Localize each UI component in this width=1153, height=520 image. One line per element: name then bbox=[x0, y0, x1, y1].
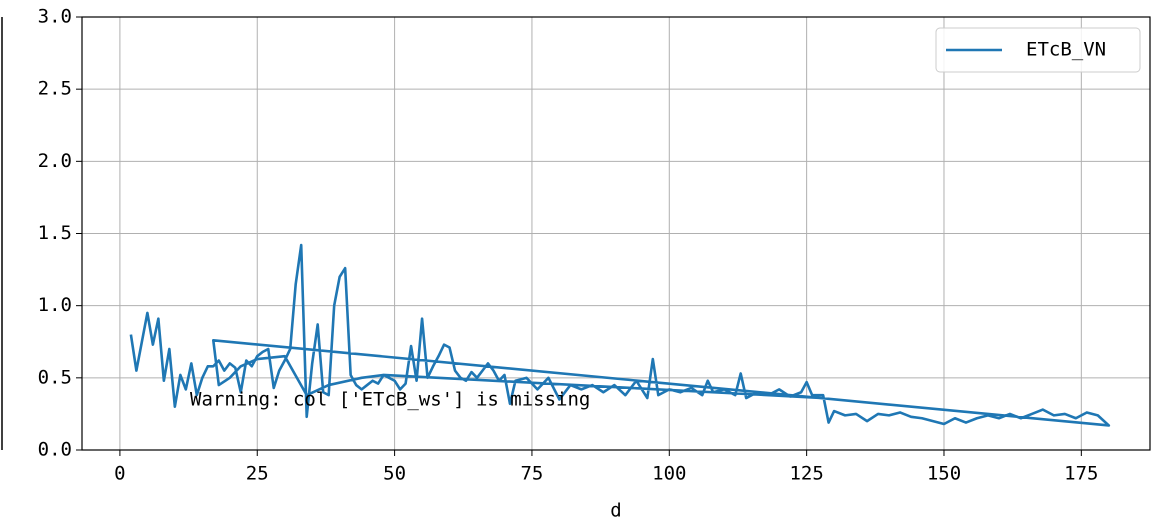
legend-label: ETcB_VN bbox=[1026, 39, 1106, 61]
x-tick-label: 100 bbox=[652, 463, 686, 485]
y-tick-label: 2.0 bbox=[38, 150, 72, 172]
plot-area bbox=[129, 243, 1111, 427]
y-tick-label: 0.5 bbox=[38, 366, 72, 388]
y-tick-label: 1.0 bbox=[38, 294, 72, 316]
x-tick-label: 50 bbox=[383, 463, 406, 485]
x-tick-label: 125 bbox=[789, 463, 823, 485]
x-tick-label: 25 bbox=[246, 463, 269, 485]
y-tick-label: 3.0 bbox=[38, 6, 72, 28]
x-axis-label: d bbox=[610, 500, 621, 520]
data-line bbox=[129, 243, 1111, 427]
y-tick-label: 2.5 bbox=[38, 78, 72, 100]
x-tick-label: 150 bbox=[927, 463, 961, 485]
legend-box bbox=[935, 27, 1141, 73]
x-tick-label: 175 bbox=[1064, 463, 1098, 485]
x-tick-label: 0 bbox=[114, 463, 125, 485]
annotation: Warning: col ['ETcB_ws'] is missing bbox=[190, 389, 590, 411]
x-tick-label: 75 bbox=[520, 463, 543, 485]
y-tick-label: 0.0 bbox=[38, 439, 72, 461]
y-tick-label: 1.5 bbox=[38, 222, 72, 244]
